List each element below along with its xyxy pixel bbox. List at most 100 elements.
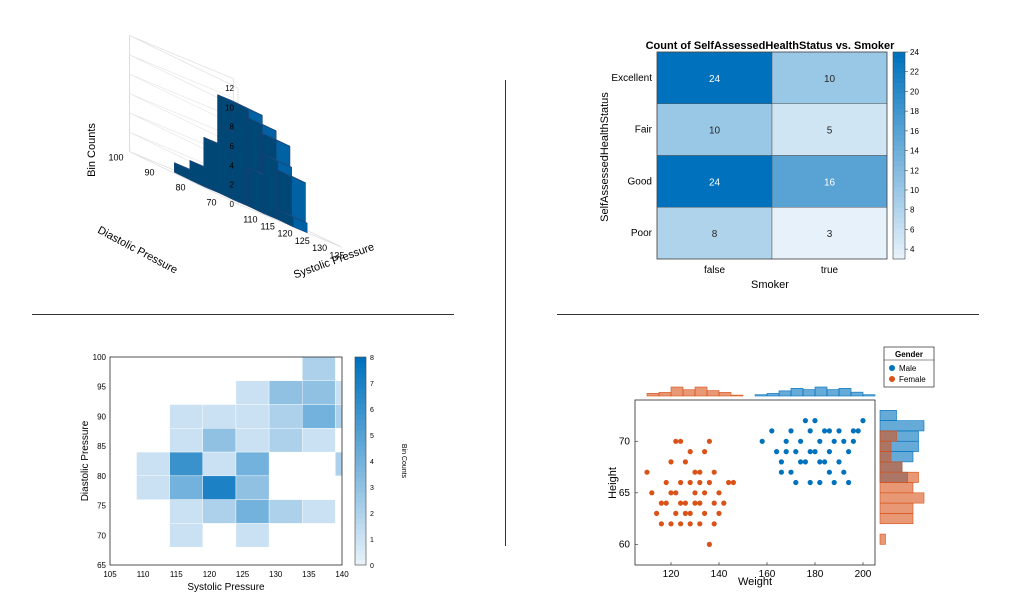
hist2d-ytick: 95 bbox=[97, 383, 106, 392]
colorbar-segment bbox=[355, 559, 366, 566]
hist2d-bin bbox=[268, 428, 303, 453]
bar3-ylabel: Diastolic Pressure bbox=[95, 224, 179, 276]
scatter-point bbox=[706, 479, 712, 486]
colorbar-segment bbox=[355, 403, 366, 410]
bar3-bars bbox=[174, 94, 308, 234]
heatmap-cell-value: 10 bbox=[824, 74, 836, 85]
colorbar-segment bbox=[893, 83, 905, 89]
scatter-point bbox=[783, 438, 789, 444]
hist2d-bin bbox=[235, 475, 270, 500]
colorbar-segment bbox=[893, 77, 905, 84]
scatter-point bbox=[706, 541, 712, 547]
colorbar-segment bbox=[893, 72, 905, 79]
colorbar-segment bbox=[893, 186, 905, 193]
colorbar-segment bbox=[893, 202, 905, 208]
marginal-bar-top bbox=[694, 386, 708, 397]
colorbar-segment bbox=[893, 108, 905, 115]
hist2d-bin bbox=[136, 451, 170, 477]
hist2d-colorbar-label: Bin Counts bbox=[400, 444, 407, 479]
scatter-point bbox=[692, 469, 698, 475]
bar3-ztick: 0 bbox=[230, 200, 235, 209]
heatmap-cell bbox=[656, 155, 773, 208]
colorbar-segment bbox=[355, 377, 366, 384]
colorbar-segment bbox=[893, 145, 905, 151]
marginal-bar-top bbox=[670, 386, 684, 397]
heatmap-xlabel: Smoker bbox=[751, 279, 789, 291]
marginal-bar-top bbox=[802, 389, 816, 397]
scatter-point bbox=[711, 521, 717, 527]
colorbar-segment bbox=[893, 88, 905, 94]
hist2d-bin bbox=[235, 428, 270, 453]
scatter-point bbox=[822, 428, 828, 434]
hist2d-bin bbox=[268, 380, 303, 405]
scatter-point bbox=[697, 479, 703, 486]
scatter-point bbox=[841, 438, 847, 444]
colorbar-segment bbox=[355, 539, 366, 545]
scatter-point bbox=[841, 469, 847, 475]
heatmap-ylabel: SelfAssessedHealthStatus bbox=[599, 92, 611, 222]
colorbar-segment bbox=[355, 461, 366, 467]
colorbar-segment bbox=[355, 372, 366, 379]
legend: Gender Male Female bbox=[883, 346, 935, 388]
colorbar-segment bbox=[355, 466, 366, 472]
scatter-point bbox=[769, 428, 775, 434]
legend-title: Gender bbox=[895, 350, 923, 359]
scatter-point bbox=[726, 479, 732, 486]
scatter-ytick: 70 bbox=[619, 436, 631, 447]
legend-entry-male: Male bbox=[899, 364, 917, 373]
scatter-point bbox=[678, 438, 684, 444]
scatter-point bbox=[682, 510, 688, 516]
bar3-zlabel: Bin Counts bbox=[86, 123, 98, 177]
marginal-bar-top bbox=[778, 390, 792, 397]
scatter-point bbox=[817, 459, 823, 465]
colorbar-segment bbox=[355, 367, 366, 374]
scatter-point bbox=[663, 500, 669, 506]
scatter-point bbox=[850, 438, 856, 444]
colorbar-segment bbox=[355, 424, 366, 431]
scatter-point bbox=[802, 418, 808, 424]
scatter-point bbox=[692, 500, 698, 506]
colorbar-tick: 10 bbox=[910, 186, 919, 195]
colorbar-segment bbox=[355, 435, 366, 441]
legend-entry-female: Female bbox=[899, 375, 926, 384]
hist2d-bin bbox=[202, 475, 237, 500]
colorbar-segment bbox=[355, 409, 366, 415]
colorbar-segment bbox=[355, 440, 366, 446]
colorbar-tick: 3 bbox=[370, 485, 374, 492]
marginal-histogram-right bbox=[879, 410, 925, 545]
bar3-zgrid bbox=[129, 112, 239, 166]
scatter-point bbox=[812, 418, 818, 424]
colorbar-tick: 7 bbox=[370, 381, 374, 388]
colorbar-segment bbox=[893, 98, 905, 105]
scatter-point bbox=[711, 469, 717, 475]
scatter-point bbox=[702, 490, 708, 496]
scatter-point bbox=[826, 428, 832, 434]
hist2d-bin bbox=[169, 523, 204, 548]
colorbar-segment bbox=[355, 450, 366, 457]
colorbar-tick: 12 bbox=[910, 166, 919, 175]
colorbar-tick: 6 bbox=[910, 225, 915, 234]
colorbar-segment bbox=[355, 393, 366, 400]
scatter-point bbox=[850, 428, 856, 434]
bar3-xtick: 130 bbox=[312, 243, 327, 253]
bar3-zgrid bbox=[129, 93, 239, 147]
scatter-point bbox=[778, 469, 784, 475]
heatmap-cell-value: 24 bbox=[709, 74, 721, 85]
scatter-point bbox=[836, 459, 842, 465]
hist2d-bin bbox=[235, 451, 270, 477]
scatter-point bbox=[706, 438, 712, 444]
colorbar-tick: 16 bbox=[910, 127, 919, 136]
bar3-ytick: 80 bbox=[175, 183, 185, 193]
colorbar-segment bbox=[355, 518, 366, 524]
scatterhist-chart: 120 140 160 180 200 60 65 70 Weight Height Gend… bbox=[607, 346, 935, 588]
scatter-ytick: 65 bbox=[619, 488, 631, 499]
hist2d-bin bbox=[202, 428, 237, 453]
marginal-bar-right bbox=[879, 451, 892, 463]
hist2d-xtick: 135 bbox=[302, 570, 316, 579]
heatmap-xtick: false bbox=[704, 265, 726, 276]
bar3-xtick: 120 bbox=[277, 229, 292, 239]
colorbar-segment bbox=[893, 124, 905, 131]
marginal-bar-top bbox=[706, 390, 720, 397]
colorbar-tick: 22 bbox=[910, 68, 919, 77]
scatter-point bbox=[668, 490, 674, 496]
